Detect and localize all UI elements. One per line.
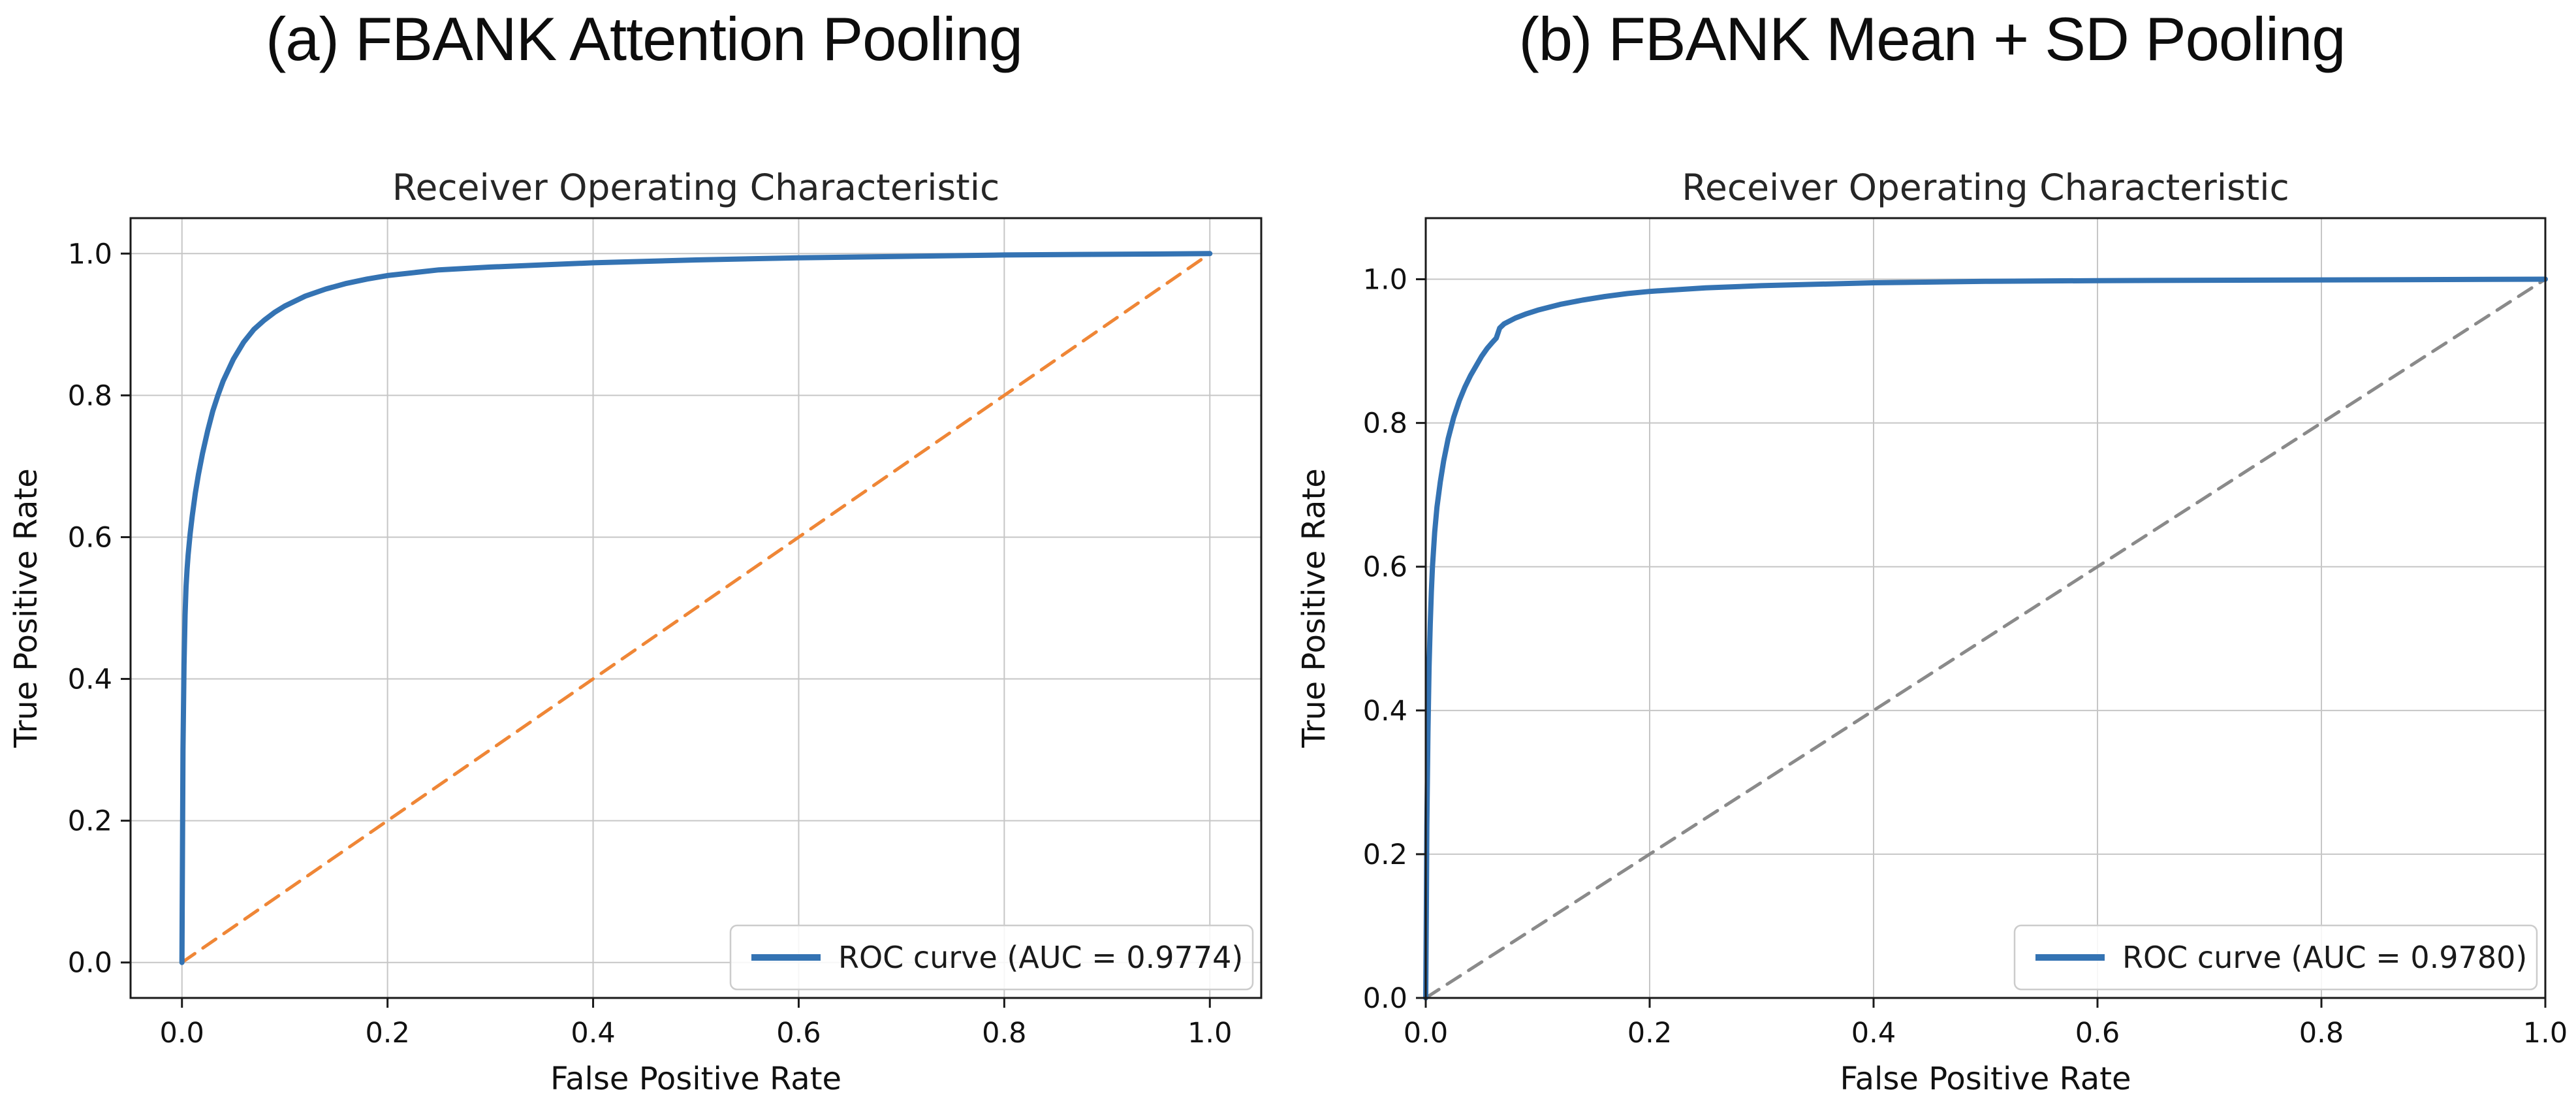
legend-box	[2013, 924, 2538, 991]
roc-curve-line	[179, 251, 1213, 965]
chance-diagonal-line	[1424, 278, 2547, 1000]
x-tick-label: 0.2	[365, 1017, 409, 1050]
legend-box	[729, 924, 1254, 991]
y-tick-label: 0.6	[1363, 551, 1407, 584]
panel-b: (b) FBANK Mean + SD Pooling 0.0 0.2 0.4 0.6…	[1288, 0, 2576, 1107]
y-tick-label: 0.8	[68, 379, 112, 412]
panel-a: (a) FBANK Attention Pooling 0.0 0.2 0.4 0.6…	[8, 5, 1263, 1097]
chart-title: Receiver Operating Characteristic	[392, 167, 999, 208]
y-tick-label: 1.0	[1363, 264, 1407, 297]
x-tick-label: 0.4	[1851, 1017, 1896, 1050]
axes-spines	[129, 217, 1263, 999]
roc-chart-a: 0.0 0.2 0.4 0.6 0.8 1.0 0.0 0.2 0.4 0.6 0.8 1.0 Rece…	[8, 167, 1263, 1097]
legend-label: ROC curve (AUC = 0.9774)	[838, 940, 1243, 975]
y-tick-label: 1.0	[68, 238, 112, 270]
x-tick-label: 0.4	[571, 1017, 615, 1050]
x-tick-label: 1.0	[2523, 1017, 2568, 1050]
x-tick-label: 0.2	[1627, 1017, 1672, 1050]
roc-chart-b: 0.0 0.2 0.4 0.6 0.8 1.0 0.0 0.2 0.4 0.6 0.8 1.0 Rece…	[1296, 167, 2568, 1097]
panel-a-title: (a) FBANK Attention Pooling	[265, 5, 1023, 73]
roc-curve-line	[1423, 276, 2548, 1001]
y-axis-label: True Positive Rate	[1296, 468, 1332, 748]
y-tick-label: 0.4	[1363, 695, 1407, 728]
panel-b-title: (b) FBANK Mean + SD Pooling	[1518, 5, 2346, 73]
x-tick-label: 0.0	[1404, 1017, 1448, 1050]
y-tick-label: 0.2	[68, 805, 112, 838]
chance-diagonal-line	[180, 251, 1212, 965]
y-tick-label: 0.0	[1363, 982, 1407, 1015]
x-tick-label: 0.8	[982, 1017, 1026, 1050]
x-tick-label: 0.0	[160, 1017, 204, 1050]
chart-title: Receiver Operating Characteristic	[1682, 167, 2289, 208]
y-tick-label: 0.4	[68, 664, 112, 696]
y-axis-label: True Positive Rate	[8, 468, 44, 748]
y-tick-label: 0.0	[68, 947, 112, 980]
axes-spines	[1424, 217, 2547, 999]
y-tick-label: 0.8	[1363, 408, 1407, 440]
legend-label: ROC curve (AUC = 0.9780)	[2122, 940, 2527, 975]
x-axis-label: False Positive Rate	[550, 1061, 841, 1097]
y-tick-label: 0.6	[68, 521, 112, 554]
x-tick-label: 0.6	[2075, 1017, 2120, 1050]
x-axis-label: False Positive Rate	[1840, 1061, 2131, 1097]
x-tick-label: 0.8	[2299, 1017, 2344, 1050]
x-tick-label: 0.6	[776, 1017, 821, 1050]
y-tick-label: 0.2	[1363, 839, 1407, 871]
x-tick-label: 1.0	[1187, 1017, 1232, 1050]
